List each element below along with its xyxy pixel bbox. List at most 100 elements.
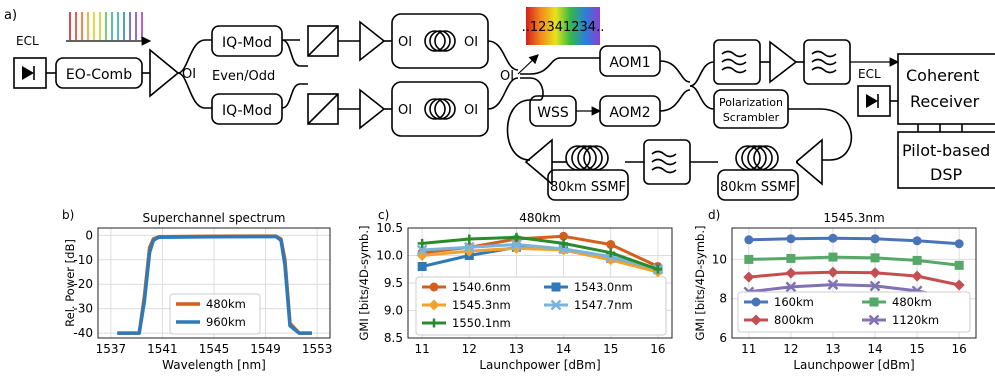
chart-spectrum: 1537 1541 1545 1549 1553 0 -10 -20 -30 -40 Superch… [63, 211, 332, 372]
data-point [912, 236, 922, 246]
x-tick-label: 11 [415, 342, 430, 356]
data-point [559, 238, 569, 248]
y-tick-label: -20 [73, 277, 93, 291]
data-point [869, 280, 881, 292]
ecl-right-label: ECL [858, 67, 881, 81]
y-axis-label: GMI [bits/4D-symb.] [357, 226, 371, 341]
fiber-coil-icon [424, 30, 456, 52]
dsp-label-1: Pilot-based [902, 141, 990, 160]
data-point [429, 318, 439, 328]
channel-spectrum [526, 7, 600, 45]
data-point [954, 239, 964, 249]
data-point [953, 279, 965, 291]
series-line [421, 235, 659, 271]
data-point [785, 267, 797, 279]
amplifier-icon [794, 138, 823, 186]
data-point [744, 254, 754, 264]
x-tick-label: 16 [952, 342, 967, 356]
y-tick-label: 10.0 [376, 249, 403, 263]
y-tick-label: 6 [719, 331, 727, 345]
series-line [748, 255, 960, 267]
filter-icon [721, 50, 747, 74]
legend-entry: 1550.1nm [452, 316, 511, 330]
coherent-label-1: Coherent [906, 66, 979, 85]
data-point [511, 232, 521, 242]
panel-label-c: c) [378, 208, 389, 222]
amplifier-icon [359, 20, 386, 62]
iq-mod-top-label: IQ-Mod [222, 35, 272, 51]
data-point [551, 282, 561, 292]
x-tick-label: 1545 [199, 342, 230, 356]
legend-entry: 1540.6nm [452, 280, 511, 294]
pol-scrambler-label-1: Polarization [719, 96, 783, 109]
data-point [743, 271, 755, 283]
x-axis-label: Wavelength [nm] [162, 358, 266, 372]
ecl-left-label: ECL [16, 34, 39, 48]
series-line [421, 246, 659, 274]
x-tick-label: 15 [909, 342, 924, 356]
oi-label: OI [464, 103, 478, 118]
amplifier-icon [524, 138, 553, 186]
filter-box [803, 39, 851, 85]
legend-entry: 1120km [892, 313, 939, 327]
data-point [463, 241, 475, 253]
y-tick-label: 10.5 [376, 221, 403, 235]
filter-box [713, 39, 761, 85]
oi-label: OI [500, 69, 514, 84]
x-tick-label: 13 [509, 342, 524, 356]
y-tick-label: 8.5 [384, 331, 403, 345]
wss-label: WSS [537, 105, 569, 121]
laser-diode-icon [866, 94, 878, 108]
series-line [748, 236, 960, 246]
plot-frame [407, 227, 673, 339]
data-point [869, 267, 881, 279]
amplifier-icon [359, 88, 386, 130]
panel-label-d: d) [708, 208, 720, 222]
data-point [550, 299, 562, 311]
iq-mod-top [211, 25, 283, 57]
fiber-coil-icon [424, 98, 456, 120]
oi-label: OI [398, 35, 412, 50]
oi-label: OI [182, 67, 196, 82]
chart-title: Superchannel spectrum [143, 211, 286, 225]
comb-lines [66, 12, 152, 46]
y-tick-label: 8 [719, 292, 727, 306]
data-point [606, 248, 616, 258]
chart-gmi-480km: 11 12 13 14 15 16 8.5 9.0 9.5 10.0 10.5 480km Launch… [357, 211, 673, 372]
filter-box [643, 139, 691, 185]
x-axis-label: Launchpower [dBm] [793, 358, 914, 372]
ssmf-box-left [547, 169, 629, 201]
series-line [117, 234, 312, 335]
x-tick-label: 14 [556, 342, 571, 356]
x-tick-label: 1549 [250, 342, 281, 356]
oi-label: OI [398, 103, 412, 118]
data-point [828, 252, 838, 262]
pol-scrambler-label-2: Scrambler [723, 111, 780, 124]
y-tick-label: -30 [73, 302, 93, 316]
x-tick-label: 16 [650, 342, 665, 356]
coherent-receiver-box [897, 53, 995, 125]
y-axis-label: Rel. Power [dB] [63, 239, 77, 327]
data-point [744, 235, 754, 245]
dsp-label-2: DSP [930, 165, 962, 184]
even-odd-label: Even/Odd [212, 69, 275, 84]
laser-diode-icon [22, 66, 34, 80]
fiber-coil-icon [565, 145, 609, 171]
data-point [428, 299, 440, 311]
setup-diagram: a) ECL EO-Comb OI [4, 7, 995, 201]
amplifier-icon [769, 40, 798, 84]
legend-entry: 1545.3nm [452, 298, 511, 312]
y-tick-label: -10 [73, 253, 93, 267]
y-axis-label: GMI [bits/4D-symb.] [693, 226, 707, 341]
x-tick-label: 14 [867, 342, 882, 356]
legend-entry: 1543.0nm [574, 280, 633, 294]
panel-label-b: b) [62, 208, 74, 222]
y-tick-label: -40 [73, 326, 93, 340]
x-tick-label: 12 [462, 342, 477, 356]
x-tick-label: 1553 [302, 342, 333, 356]
ssmf-label-left: 80km SSMF [550, 180, 626, 195]
y-tick-label: 10 [712, 252, 727, 266]
ssmf-label-right: 80km SSMF [720, 180, 796, 195]
chart-title: 480km [519, 211, 561, 225]
data-point [828, 233, 838, 243]
